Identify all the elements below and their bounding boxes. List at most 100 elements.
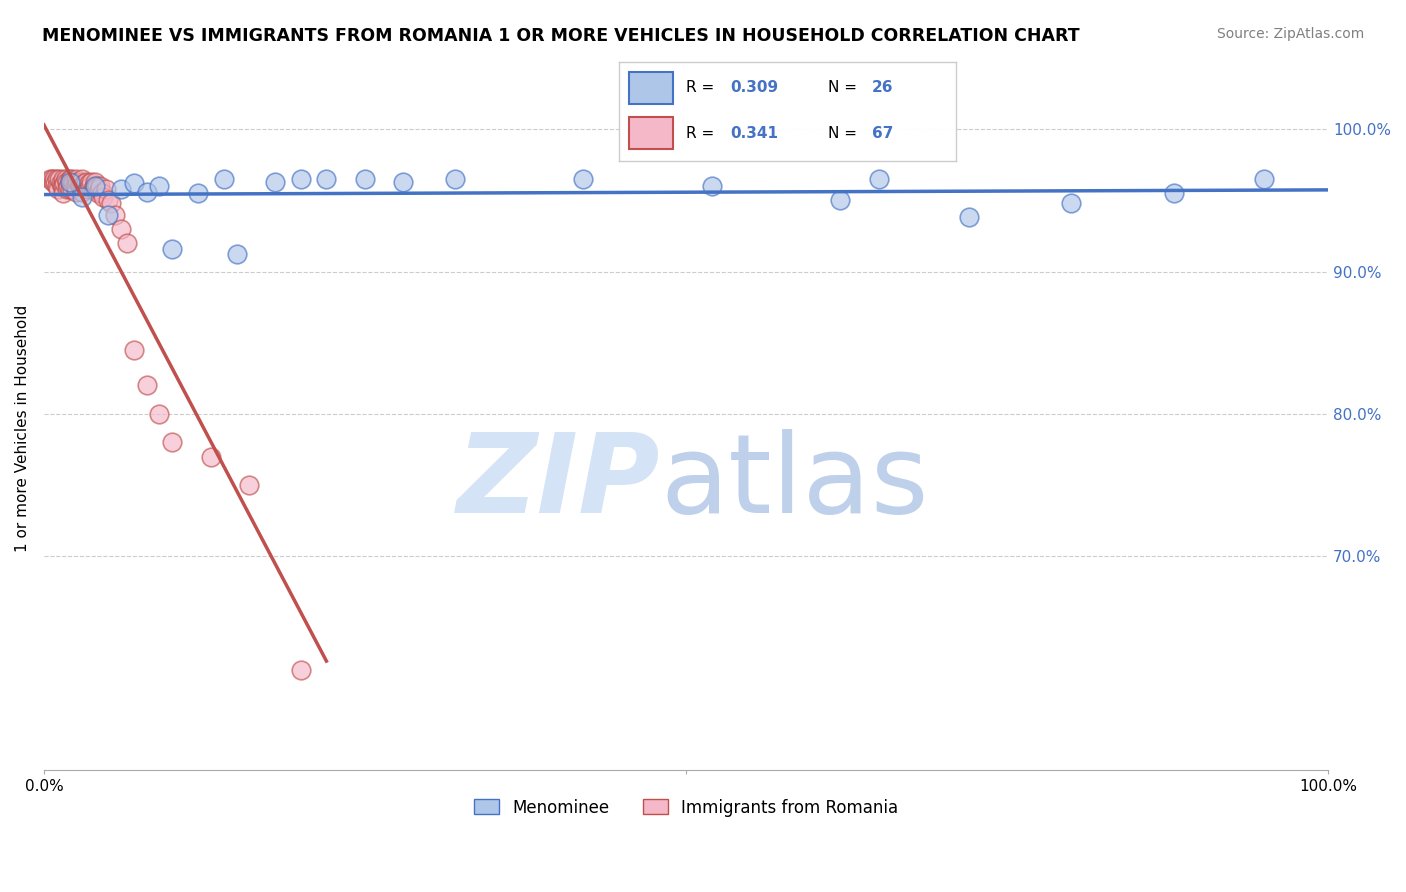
Text: N =: N = — [828, 126, 862, 141]
Point — [89, 179, 111, 194]
Point — [80, 175, 103, 189]
Point — [110, 182, 132, 196]
Point — [45, 179, 67, 194]
Text: R =: R = — [686, 126, 720, 141]
Point — [73, 179, 96, 194]
Point — [46, 182, 69, 196]
Point — [65, 172, 87, 186]
Point — [42, 175, 65, 189]
Point — [84, 175, 107, 189]
Point — [162, 242, 184, 256]
Text: 67: 67 — [872, 126, 893, 141]
Point — [1253, 172, 1275, 186]
Point — [58, 179, 80, 194]
Point — [56, 175, 79, 189]
Point — [868, 172, 890, 186]
Text: N =: N = — [828, 80, 862, 95]
Point — [122, 343, 145, 357]
Point — [97, 208, 120, 222]
Text: Source: ZipAtlas.com: Source: ZipAtlas.com — [1216, 27, 1364, 41]
Point — [58, 176, 80, 190]
Point — [135, 185, 157, 199]
Point — [70, 175, 93, 189]
Point — [83, 179, 105, 194]
Point — [830, 194, 852, 208]
Point — [73, 176, 96, 190]
Point — [1060, 196, 1083, 211]
Point — [59, 172, 82, 186]
Point — [53, 176, 76, 190]
Text: R =: R = — [686, 80, 720, 95]
Legend: Menominee, Immigrants from Romania: Menominee, Immigrants from Romania — [467, 792, 905, 823]
Point — [82, 182, 104, 196]
Bar — [628, 118, 672, 149]
Point — [67, 176, 90, 190]
Point — [72, 172, 94, 186]
Point — [45, 172, 67, 186]
Point — [91, 190, 114, 204]
Point — [148, 407, 170, 421]
Point — [148, 179, 170, 194]
Point — [1163, 186, 1185, 201]
Y-axis label: 1 or more Vehicles in Household: 1 or more Vehicles in Household — [15, 304, 30, 552]
Point — [58, 172, 80, 186]
Text: MENOMINEE VS IMMIGRANTS FROM ROMANIA 1 OR MORE VEHICLES IN HOUSEHOLD CORRELATION: MENOMINEE VS IMMIGRANTS FROM ROMANIA 1 O… — [42, 27, 1080, 45]
Point — [55, 172, 77, 186]
Point — [51, 179, 73, 194]
Point — [60, 182, 83, 196]
Point — [700, 179, 723, 194]
Point — [63, 179, 86, 194]
Point — [238, 478, 260, 492]
Text: 0.341: 0.341 — [730, 126, 778, 141]
Point — [84, 182, 107, 196]
Point — [392, 175, 415, 189]
Point — [72, 190, 94, 204]
Point — [52, 179, 75, 194]
Text: 0.309: 0.309 — [730, 80, 778, 95]
Point — [97, 194, 120, 208]
Point — [87, 182, 110, 196]
Point — [72, 179, 94, 194]
Point — [52, 186, 75, 201]
Point — [48, 172, 70, 186]
Point — [76, 182, 98, 196]
Point — [79, 179, 101, 194]
Point — [87, 186, 110, 201]
Point — [135, 378, 157, 392]
Text: ZIP: ZIP — [457, 429, 661, 536]
Point — [110, 221, 132, 235]
Point — [187, 186, 209, 201]
Bar — [628, 72, 672, 103]
Point — [58, 182, 80, 196]
Point — [94, 182, 117, 196]
Point — [66, 175, 89, 189]
Point — [49, 176, 72, 190]
Point — [225, 247, 247, 261]
Point — [122, 176, 145, 190]
Point — [957, 211, 980, 225]
Point — [264, 175, 287, 189]
Point — [56, 182, 79, 196]
Point — [69, 179, 91, 194]
Point — [444, 172, 467, 186]
Point — [41, 172, 63, 186]
Point — [103, 208, 125, 222]
Point — [162, 435, 184, 450]
Point — [572, 172, 595, 186]
Point — [86, 179, 108, 194]
Point — [315, 172, 337, 186]
Point — [65, 179, 87, 194]
Point — [354, 172, 377, 186]
Point — [65, 185, 87, 199]
Text: 26: 26 — [872, 80, 893, 95]
Point — [100, 196, 122, 211]
Point — [290, 172, 312, 186]
Point — [84, 179, 107, 194]
Point — [72, 185, 94, 199]
Point — [44, 172, 66, 186]
Point — [90, 186, 112, 201]
Point — [62, 176, 84, 190]
Text: atlas: atlas — [661, 429, 929, 536]
Point — [75, 175, 97, 189]
Point — [44, 176, 66, 190]
